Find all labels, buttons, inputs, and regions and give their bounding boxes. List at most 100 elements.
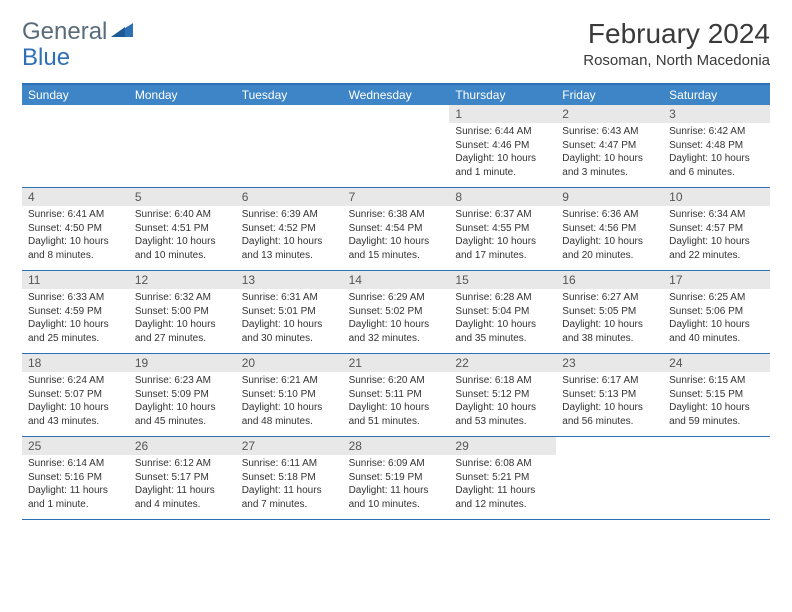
day-details: Sunrise: 6:09 AMSunset: 5:19 PMDaylight:… — [343, 455, 450, 515]
daylight-line: Daylight: 10 hours and 17 minutes. — [455, 235, 550, 262]
daylight-label: Daylight: — [135, 236, 174, 247]
day-number: 16 — [556, 271, 663, 289]
sunrise-line: Sunrise: 6:29 AM — [349, 291, 444, 305]
daylight-line: Daylight: 10 hours and 38 minutes. — [562, 318, 657, 345]
day-of-week-header: Monday — [129, 85, 236, 105]
sunset-line: Sunset: 5:05 PM — [562, 305, 657, 319]
day-number: 19 — [129, 354, 236, 372]
sunrise-label: Sunrise: — [135, 375, 172, 386]
daylight-line: Daylight: 11 hours and 10 minutes. — [349, 484, 444, 511]
daylight-line: Daylight: 11 hours and 1 minute. — [28, 484, 123, 511]
daylight-line: Daylight: 10 hours and 30 minutes. — [242, 318, 337, 345]
daylight-label: Daylight: — [242, 485, 281, 496]
sunset-value: 5:21 PM — [492, 472, 529, 483]
sunset-line: Sunset: 4:56 PM — [562, 222, 657, 236]
sunset-value: 5:13 PM — [599, 389, 636, 400]
daylight-line: Daylight: 10 hours and 8 minutes. — [28, 235, 123, 262]
sunset-label: Sunset: — [349, 306, 383, 317]
day-number: 22 — [449, 354, 556, 372]
sunset-label: Sunset: — [669, 140, 703, 151]
sunset-line: Sunset: 5:04 PM — [455, 305, 550, 319]
sunset-label: Sunset: — [135, 472, 169, 483]
sunrise-line: Sunrise: 6:41 AM — [28, 208, 123, 222]
day-number: 10 — [663, 188, 770, 206]
sunrise-label: Sunrise: — [349, 458, 386, 469]
sunset-value: 4:57 PM — [706, 223, 743, 234]
sunset-line: Sunset: 5:16 PM — [28, 471, 123, 485]
sunset-value: 5:17 PM — [172, 472, 209, 483]
calendar-day-cell — [663, 437, 770, 519]
day-number: 5 — [129, 188, 236, 206]
sunrise-value: 6:31 AM — [281, 292, 318, 303]
sunset-value: 4:56 PM — [599, 223, 636, 234]
sunrise-label: Sunrise: — [242, 292, 279, 303]
day-number: 12 — [129, 271, 236, 289]
sunset-line: Sunset: 5:12 PM — [455, 388, 550, 402]
sunrise-label: Sunrise: — [669, 209, 706, 220]
daylight-line: Daylight: 10 hours and 35 minutes. — [455, 318, 550, 345]
daylight-label: Daylight: — [28, 485, 67, 496]
calendar-day-cell: 3Sunrise: 6:42 AMSunset: 4:48 PMDaylight… — [663, 105, 770, 187]
sunrise-line: Sunrise: 6:20 AM — [349, 374, 444, 388]
sunrise-line: Sunrise: 6:21 AM — [242, 374, 337, 388]
sunset-value: 5:15 PM — [706, 389, 743, 400]
calendar-week-row: 11Sunrise: 6:33 AMSunset: 4:59 PMDayligh… — [22, 271, 770, 354]
sunrise-value: 6:36 AM — [602, 209, 639, 220]
sunset-line: Sunset: 5:02 PM — [349, 305, 444, 319]
daylight-line: Daylight: 10 hours and 32 minutes. — [349, 318, 444, 345]
sunrise-label: Sunrise: — [455, 292, 492, 303]
daylight-label: Daylight: — [455, 402, 494, 413]
sunset-line: Sunset: 5:21 PM — [455, 471, 550, 485]
sunrise-value: 6:41 AM — [67, 209, 104, 220]
daylight-line: Daylight: 10 hours and 56 minutes. — [562, 401, 657, 428]
sunset-value: 5:18 PM — [278, 472, 315, 483]
sunset-value: 4:52 PM — [278, 223, 315, 234]
day-number: 23 — [556, 354, 663, 372]
day-number: 1 — [449, 105, 556, 123]
sunset-label: Sunset: — [135, 306, 169, 317]
day-details: Sunrise: 6:41 AMSunset: 4:50 PMDaylight:… — [22, 206, 129, 266]
sunrise-value: 6:42 AM — [709, 126, 746, 137]
sunset-label: Sunset: — [669, 306, 703, 317]
daylight-line: Daylight: 10 hours and 48 minutes. — [242, 401, 337, 428]
day-number: 4 — [22, 188, 129, 206]
calendar-day-cell: 8Sunrise: 6:37 AMSunset: 4:55 PMDaylight… — [449, 188, 556, 270]
brand-word-1: General — [22, 18, 107, 46]
daylight-label: Daylight: — [669, 402, 708, 413]
daylight-line: Daylight: 10 hours and 3 minutes. — [562, 152, 657, 179]
calendar-day-cell — [129, 105, 236, 187]
sunrise-value: 6:32 AM — [174, 292, 211, 303]
daylight-label: Daylight: — [242, 319, 281, 330]
calendar-day-cell: 10Sunrise: 6:34 AMSunset: 4:57 PMDayligh… — [663, 188, 770, 270]
day-number: 11 — [22, 271, 129, 289]
sunset-value: 5:09 PM — [172, 389, 209, 400]
calendar-day-cell: 23Sunrise: 6:17 AMSunset: 5:13 PMDayligh… — [556, 354, 663, 436]
daylight-label: Daylight: — [669, 319, 708, 330]
sunrise-line: Sunrise: 6:23 AM — [135, 374, 230, 388]
day-number: 15 — [449, 271, 556, 289]
day-details: Sunrise: 6:11 AMSunset: 5:18 PMDaylight:… — [236, 455, 343, 515]
sunset-value: 5:19 PM — [385, 472, 422, 483]
sunrise-label: Sunrise: — [455, 126, 492, 137]
sunrise-label: Sunrise: — [669, 292, 706, 303]
sunrise-value: 6:39 AM — [281, 209, 318, 220]
sunrise-label: Sunrise: — [349, 375, 386, 386]
day-details: Sunrise: 6:39 AMSunset: 4:52 PMDaylight:… — [236, 206, 343, 266]
daylight-label: Daylight: — [28, 319, 67, 330]
daylight-line: Daylight: 10 hours and 10 minutes. — [135, 235, 230, 262]
calendar-grid: SundayMondayTuesdayWednesdayThursdayFrid… — [22, 83, 770, 520]
sunrise-label: Sunrise: — [455, 375, 492, 386]
calendar-day-cell: 19Sunrise: 6:23 AMSunset: 5:09 PMDayligh… — [129, 354, 236, 436]
sunset-label: Sunset: — [349, 389, 383, 400]
calendar-day-cell: 9Sunrise: 6:36 AMSunset: 4:56 PMDaylight… — [556, 188, 663, 270]
sunset-value: 4:59 PM — [65, 306, 102, 317]
sunset-value: 5:00 PM — [172, 306, 209, 317]
day-details: Sunrise: 6:18 AMSunset: 5:12 PMDaylight:… — [449, 372, 556, 432]
day-details: Sunrise: 6:08 AMSunset: 5:21 PMDaylight:… — [449, 455, 556, 515]
day-of-week-row: SundayMondayTuesdayWednesdayThursdayFrid… — [22, 85, 770, 105]
sunset-value: 4:46 PM — [492, 140, 529, 151]
sunrise-value: 6:27 AM — [602, 292, 639, 303]
sunrise-value: 6:38 AM — [388, 209, 425, 220]
calendar-day-cell: 28Sunrise: 6:09 AMSunset: 5:19 PMDayligh… — [343, 437, 450, 519]
sunset-line: Sunset: 4:54 PM — [349, 222, 444, 236]
